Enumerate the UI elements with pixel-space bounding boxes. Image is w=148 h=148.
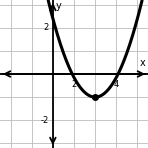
Text: 4: 4 bbox=[114, 81, 119, 90]
Text: y: y bbox=[55, 1, 61, 11]
Text: -2: -2 bbox=[41, 116, 49, 125]
Text: x: x bbox=[140, 58, 146, 68]
Text: 2: 2 bbox=[71, 81, 77, 90]
Text: 2: 2 bbox=[44, 23, 49, 32]
